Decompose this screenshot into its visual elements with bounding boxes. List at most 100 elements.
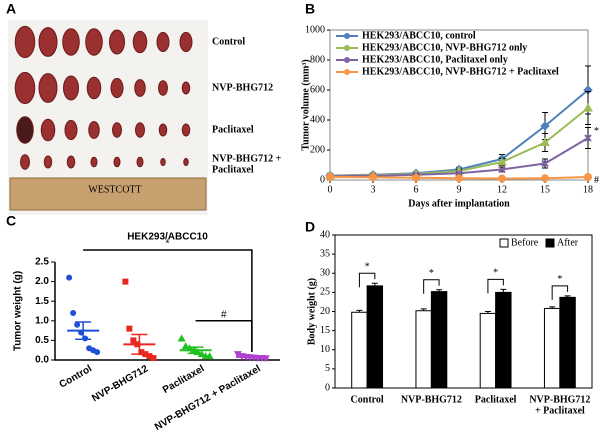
y-axis-label: Tumor weight (g) xyxy=(13,271,24,351)
series-line xyxy=(329,89,589,177)
y-tick-label: 200 xyxy=(310,144,325,155)
error-bar xyxy=(356,309,363,313)
y-tick-label: 600 xyxy=(310,84,325,95)
error-bar xyxy=(371,282,378,286)
x-tick-label: 12 xyxy=(497,184,507,195)
tumor xyxy=(156,31,170,53)
tumor xyxy=(183,157,189,167)
legend-swatch xyxy=(499,238,509,248)
x-tick-label: Control xyxy=(58,363,94,390)
legend-marker xyxy=(344,69,350,75)
tumor xyxy=(181,123,191,137)
point xyxy=(540,137,550,146)
panel-label: D xyxy=(305,219,315,235)
bar xyxy=(351,311,368,389)
x-tick-label: + Paclitaxel xyxy=(535,405,585,416)
tumor xyxy=(134,79,146,97)
point xyxy=(122,278,129,285)
point xyxy=(138,349,145,356)
point xyxy=(369,173,377,182)
x-tick-label: Control xyxy=(351,394,384,405)
row-label: Control xyxy=(212,36,245,47)
bar xyxy=(430,291,448,389)
legend-label: HEK293/ABCC10, Paclitaxel only xyxy=(362,54,508,65)
point xyxy=(205,352,214,360)
tumor xyxy=(132,30,148,54)
significance: * xyxy=(166,239,170,250)
y-tick-label: 1.0 xyxy=(35,315,49,326)
x-tick-label: NVP-BHG712 + Paclitaxel xyxy=(153,363,263,433)
x-tick-label: 15 xyxy=(540,184,550,195)
legend-label: HEK293/ABCC10, NVP-BHG712 + Paclitaxel xyxy=(362,66,559,77)
tumor xyxy=(110,77,124,99)
error-bar xyxy=(484,311,491,314)
y-tick-label: 35 xyxy=(320,248,330,259)
tumor xyxy=(88,121,100,139)
tumor xyxy=(113,156,121,168)
point xyxy=(584,134,592,142)
point xyxy=(177,334,186,342)
bar xyxy=(559,296,576,389)
point xyxy=(126,325,133,332)
x-tick-label: Paclitaxel xyxy=(161,363,207,396)
x-tick-label: 9 xyxy=(457,184,462,195)
panel-label: A xyxy=(6,1,16,17)
significance: * xyxy=(493,268,498,279)
y-tick-label: 1000 xyxy=(305,24,325,35)
error-bar xyxy=(436,289,443,292)
point xyxy=(541,159,549,168)
point xyxy=(498,174,506,183)
tumor xyxy=(40,118,56,142)
tumor xyxy=(86,76,102,100)
x-tick-label: Paclitaxel xyxy=(475,394,517,405)
point xyxy=(94,349,101,356)
error-bar xyxy=(564,295,571,298)
tumor xyxy=(179,31,193,53)
y-tick-label: 20 xyxy=(320,306,330,317)
point xyxy=(412,173,420,182)
bracket xyxy=(358,272,376,288)
point xyxy=(326,173,334,181)
tumor xyxy=(63,75,79,101)
x-tick-label: 6 xyxy=(414,184,419,195)
tumor xyxy=(20,154,30,170)
sem-bar xyxy=(187,346,204,355)
bracket xyxy=(423,279,440,294)
significance: * xyxy=(429,268,434,279)
y-tick-label: 2.5 xyxy=(35,257,49,268)
x-tick-label: 0 xyxy=(328,184,333,195)
row-label: Paclitaxel xyxy=(212,164,254,175)
point xyxy=(233,351,242,359)
tumor xyxy=(112,122,122,138)
panel-label: C xyxy=(6,213,16,229)
tumor xyxy=(62,28,80,56)
bar xyxy=(479,312,497,389)
tumor xyxy=(16,116,34,144)
tumor xyxy=(158,80,168,96)
y-tick-label: 400 xyxy=(310,114,325,125)
x-tick-label: NVP-BHG712 xyxy=(401,394,462,405)
point xyxy=(497,156,507,166)
y-tick-label: 40 xyxy=(320,229,330,240)
chart-title: HEK293/ABCC10 xyxy=(127,232,208,243)
sem-bar xyxy=(75,321,92,340)
x-tick-label: NVP-BHG712 xyxy=(529,394,590,405)
error-bar xyxy=(500,288,507,293)
ruler xyxy=(9,177,207,211)
point xyxy=(540,121,550,131)
tumor xyxy=(158,123,168,137)
legend-label: Before xyxy=(511,237,539,248)
tumor xyxy=(66,155,76,169)
y-tick-label: 0 xyxy=(325,382,330,393)
x-tick-label: NVP-BHG712 xyxy=(90,363,150,404)
point xyxy=(74,321,81,328)
tumor xyxy=(160,157,166,167)
y-tick-label: 800 xyxy=(310,54,325,65)
legend-label: HEK293/ABCC10, control xyxy=(362,30,476,41)
row-label: NVP-BHG712 xyxy=(212,82,273,93)
point xyxy=(66,274,73,281)
tumor xyxy=(14,71,36,105)
tumor xyxy=(43,155,53,169)
sem-bar xyxy=(243,355,260,359)
